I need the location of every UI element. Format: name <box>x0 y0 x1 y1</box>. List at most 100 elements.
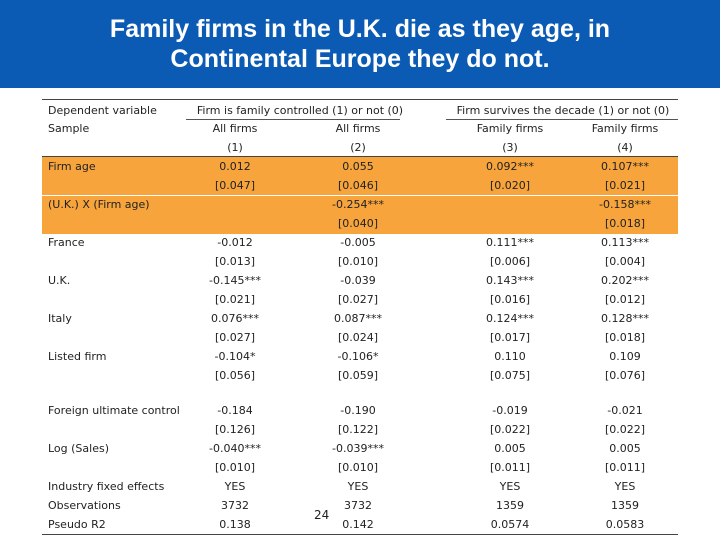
slide-title-bar: Family firms in the U.K. die as they age… <box>0 0 720 88</box>
footer-cell: 0.0574 <box>490 518 530 531</box>
se-cell: [0.022] <box>489 423 531 436</box>
coef-cell: 0.005 <box>494 442 526 455</box>
coef-cell: -0.021 <box>607 404 643 417</box>
footer-cell: 3732 <box>221 499 249 512</box>
table-top-rule <box>42 99 678 100</box>
coef-cell: 0.202*** <box>601 274 649 287</box>
coef-cell: -0.019 <box>492 404 528 417</box>
coef-cell: 0.111*** <box>486 236 534 249</box>
se-cell: [0.004] <box>604 255 646 268</box>
footer-cell: YES <box>224 480 246 493</box>
se-cell: [0.011] <box>604 461 646 474</box>
coef-cell: -0.184 <box>217 404 253 417</box>
coef-cell: 0.143*** <box>486 274 534 287</box>
col-number-3: (3) <box>502 141 518 154</box>
se-cell: [0.059] <box>337 369 379 382</box>
se-cell: [0.022] <box>604 423 646 436</box>
se-cell: [0.076] <box>604 369 646 382</box>
coef-cell: -0.190 <box>340 404 376 417</box>
row-label-firm-age: Firm age <box>48 160 96 173</box>
row-label-foreign-control: Foreign ultimate control <box>48 404 180 417</box>
row-label-observations: Observations <box>48 499 121 512</box>
row-label-uk: U.K. <box>48 274 71 287</box>
col-number-1: (1) <box>227 141 243 154</box>
footer-cell: YES <box>347 480 369 493</box>
coef-cell: -0.040*** <box>209 442 261 455</box>
row-label-france: France <box>48 236 85 249</box>
se-cell: [0.047] <box>214 179 256 192</box>
se-cell: [0.010] <box>214 461 256 474</box>
sample-col-1: All firms <box>212 122 258 135</box>
se-cell: [0.040] <box>337 217 379 230</box>
footer-cell: 0.0583 <box>605 518 645 531</box>
se-cell: [0.027] <box>337 293 379 306</box>
footer-cell: 0.138 <box>219 518 251 531</box>
se-cell: [0.006] <box>489 255 531 268</box>
coef-cell: -0.158*** <box>599 198 651 211</box>
highlight-band-firm-age <box>42 157 678 195</box>
se-cell: [0.016] <box>489 293 531 306</box>
se-cell: [0.013] <box>214 255 256 268</box>
se-cell: [0.021] <box>604 179 646 192</box>
slide-title-line-1: Family firms in the U.K. die as they age… <box>109 15 611 43</box>
se-cell: [0.122] <box>337 423 379 436</box>
sample-col-3: Family firms <box>476 122 544 135</box>
coef-cell: 0.124*** <box>486 312 534 325</box>
coef-cell: 0.076*** <box>211 312 259 325</box>
table-bottom-rule <box>42 534 678 535</box>
coef-cell: -0.039 <box>340 274 376 287</box>
se-cell: [0.027] <box>214 331 256 344</box>
highlight-band-uk-firm-age <box>42 196 678 234</box>
coef-cell: 0.109 <box>609 350 641 363</box>
sample-col-2: All firms <box>335 122 381 135</box>
coef-cell: 0.107*** <box>601 160 649 173</box>
coef-cell: -0.005 <box>340 236 376 249</box>
col-number-4: (4) <box>617 141 633 154</box>
row-label-listed-firm: Listed firm <box>48 350 107 363</box>
se-cell: [0.021] <box>214 293 256 306</box>
se-cell: [0.126] <box>214 423 256 436</box>
col-number-2: (2) <box>350 141 366 154</box>
sample-col-4: Family firms <box>591 122 659 135</box>
coef-cell: 0.113*** <box>601 236 649 249</box>
se-cell: [0.056] <box>214 369 256 382</box>
se-cell: [0.018] <box>604 217 646 230</box>
row-label-italy: Italy <box>48 312 72 325</box>
se-cell: [0.011] <box>489 461 531 474</box>
footer-cell: 1359 <box>496 499 524 512</box>
group1-header: Firm is family controlled (1) or not (0) <box>196 104 404 117</box>
coef-cell: -0.104* <box>214 350 256 363</box>
coef-cell: -0.106* <box>337 350 379 363</box>
footer-cell: 1359 <box>611 499 639 512</box>
coef-cell: 0.087*** <box>334 312 382 325</box>
coef-cell: 0.005 <box>609 442 641 455</box>
footer-cell: YES <box>499 480 521 493</box>
se-cell: [0.046] <box>337 179 379 192</box>
group2-underline <box>446 119 678 120</box>
coef-cell: -0.254*** <box>332 198 384 211</box>
coef-cell: -0.012 <box>217 236 253 249</box>
se-cell: [0.010] <box>337 461 379 474</box>
se-cell: [0.012] <box>604 293 646 306</box>
footer-cell: 0.142 <box>342 518 374 531</box>
coef-cell: 0.110 <box>494 350 526 363</box>
slide-title-line-2: Continental Europe they do not. <box>170 45 550 73</box>
row-label-uk-firm-age: (U.K.) X (Firm age) <box>48 198 150 211</box>
coef-cell: -0.039*** <box>332 442 384 455</box>
sample-label: Sample <box>48 122 90 135</box>
header-bottom-rule <box>42 156 678 157</box>
group2-header: Firm survives the decade (1) or not (0) <box>456 104 670 117</box>
dep-var-label: Dependent variable <box>48 104 157 117</box>
coef-cell: 0.128*** <box>601 312 649 325</box>
coef-cell: 0.092*** <box>486 160 534 173</box>
se-cell: [0.024] <box>337 331 379 344</box>
row-label-log-sales: Log (Sales) <box>48 442 110 455</box>
row-label-industry-fe: Industry fixed effects <box>48 480 165 493</box>
se-cell: [0.018] <box>604 331 646 344</box>
se-cell: [0.020] <box>489 179 531 192</box>
footer-cell: 3732 <box>344 499 372 512</box>
coef-cell: 0.055 <box>342 160 374 173</box>
row-label-pseudo-r2: Pseudo R2 <box>48 518 106 531</box>
se-cell: [0.075] <box>489 369 531 382</box>
coef-cell: -0.145*** <box>209 274 261 287</box>
